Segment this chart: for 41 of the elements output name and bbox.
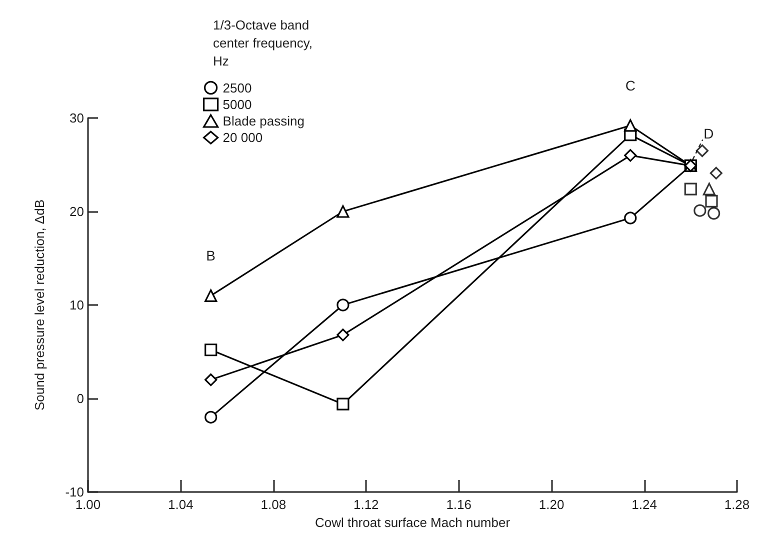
x-axis-title: Cowl throat surface Mach number (314, 514, 511, 530)
x-tick-label: 1.08 (260, 497, 286, 512)
point (684, 182, 697, 196)
legend-label: 20 000 (222, 130, 263, 146)
legend-label: 2500 (222, 80, 252, 96)
x-tick-label: 1.00 (75, 497, 101, 512)
point (336, 205, 350, 218)
point (624, 212, 637, 224)
annotation: D (704, 126, 714, 142)
y-axis-title: Sound pressure level reduction, ΔdB (32, 199, 47, 411)
legend-title: 1/3-Octave band center frequency, Hz (213, 18, 312, 68)
point (694, 204, 706, 217)
point (336, 298, 350, 312)
x-tick-label: 1.16 (446, 497, 472, 512)
y-tick-label: 0 (76, 391, 84, 406)
point (204, 289, 218, 302)
point (705, 194, 718, 208)
y-tick-label: 20 (70, 204, 84, 219)
point (204, 410, 218, 424)
point (204, 374, 218, 386)
point (624, 119, 637, 132)
point (336, 398, 350, 410)
x-tick-label: 1.28 (724, 497, 750, 512)
point (624, 149, 637, 162)
x-tick-label: 1.04 (168, 497, 194, 512)
x-tick-label: 1.20 (538, 497, 564, 512)
point (336, 328, 350, 342)
legend-label: 5000 (222, 96, 252, 112)
y-tick-label: 30 (70, 110, 84, 126)
annotation: C (625, 77, 636, 94)
point (710, 166, 722, 180)
y-tick-label: 10 (70, 298, 84, 312)
point (702, 182, 716, 196)
annotation: B (206, 248, 216, 264)
point (696, 144, 709, 158)
legend-label: Blade passing (222, 114, 304, 128)
point (708, 207, 720, 220)
x-tick-label: 1.24 (632, 497, 657, 512)
y-tick-label: -10 (65, 484, 84, 500)
x-tick-label: 1.12 (353, 497, 379, 512)
point (204, 344, 218, 356)
